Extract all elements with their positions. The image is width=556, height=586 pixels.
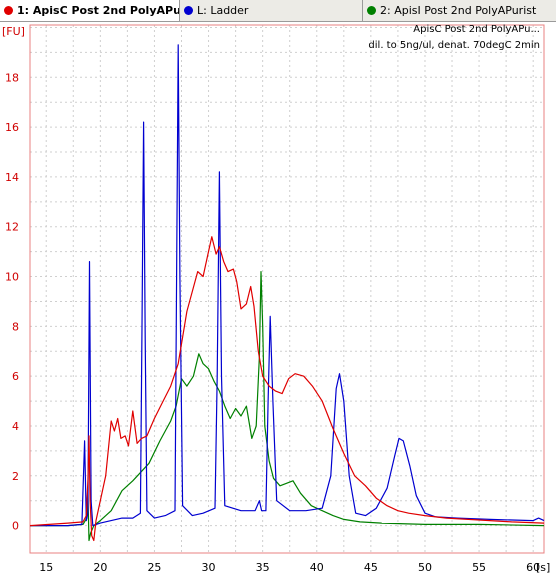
grid-lines xyxy=(30,25,544,553)
y-tick-label: 6 xyxy=(12,370,19,383)
x-tick-label: 30 xyxy=(202,561,216,574)
tab-label: 1: ApisC Post 2nd PolyAPu... xyxy=(17,4,180,17)
tab-sample-2[interactable]: 2: ApisI Post 2nd PolyAPurist xyxy=(363,0,556,21)
series-color-dot-icon xyxy=(184,5,193,15)
series-color-dot-icon xyxy=(4,5,13,15)
y-tick-label: 12 xyxy=(5,221,19,234)
tab-label: 2: ApisI Post 2nd PolyAPurist xyxy=(380,4,537,17)
y-tick-label: 10 xyxy=(5,271,19,284)
y-tick-label: 8 xyxy=(12,320,19,333)
x-tick-label: 15 xyxy=(39,561,53,574)
y-tick-label: 0 xyxy=(12,520,19,533)
x-axis-label: [s] xyxy=(536,561,550,574)
series-line-sample-2 xyxy=(30,271,545,542)
plot-frame xyxy=(29,24,545,554)
x-tick-label: 25 xyxy=(147,561,161,574)
y-axis-label: [FU] xyxy=(2,25,25,38)
y-tick-label: 18 xyxy=(5,71,19,84)
y-axis: 0 2 4 6 8 10 12 14 16 18 xyxy=(5,71,19,532)
series-line-ladder xyxy=(30,44,545,527)
series-line-sample-1 xyxy=(29,236,545,542)
tab-ladder[interactable]: L: Ladder xyxy=(180,0,363,21)
x-tick-label: 55 xyxy=(472,561,486,574)
x-tick-label: 60 xyxy=(526,561,540,574)
tab-label: L: Ladder xyxy=(197,4,249,17)
x-tick-label: 35 xyxy=(256,561,270,574)
series-color-dot-icon xyxy=(367,5,376,15)
x-tick-label: 20 xyxy=(93,561,107,574)
tab-sample-1[interactable]: 1: ApisC Post 2nd PolyAPu... xyxy=(0,0,180,21)
x-tick-label: 40 xyxy=(310,561,324,574)
y-tick-label: 4 xyxy=(12,420,19,433)
y-tick-label: 2 xyxy=(12,470,19,483)
annotation-line-2: dil. to 5ng/ul, denat. 70degC 2min xyxy=(368,40,540,51)
y-tick-label: 14 xyxy=(5,171,19,184)
x-tick-label: 50 xyxy=(418,561,432,574)
electropherogram-chart: 0 2 4 6 8 10 12 14 16 18 15 20 25 30 35 40 45 50 55 60 [FU… xyxy=(2,24,550,574)
tab-bar: 1: ApisC Post 2nd PolyAPu... L: Ladder 2… xyxy=(0,0,556,22)
x-tick-label: 45 xyxy=(364,561,378,574)
y-tick-label: 16 xyxy=(5,121,19,134)
annotation-line-1: ApisC Post 2nd PolyAPu... xyxy=(413,24,540,35)
x-axis: 15 20 25 30 35 40 45 50 55 60 xyxy=(39,561,540,574)
series-layer xyxy=(29,44,545,542)
